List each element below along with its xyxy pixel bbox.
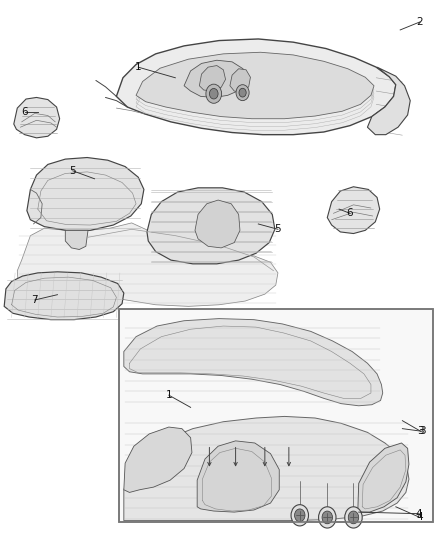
Polygon shape bbox=[27, 158, 144, 230]
Polygon shape bbox=[65, 230, 88, 249]
Circle shape bbox=[322, 511, 332, 524]
Polygon shape bbox=[17, 223, 278, 306]
Text: 3: 3 bbox=[419, 426, 425, 437]
Text: 1: 1 bbox=[166, 390, 172, 400]
Polygon shape bbox=[147, 188, 275, 264]
Polygon shape bbox=[195, 200, 240, 248]
Polygon shape bbox=[14, 98, 60, 138]
Text: 5: 5 bbox=[69, 166, 76, 176]
Circle shape bbox=[348, 511, 359, 524]
Circle shape bbox=[345, 507, 362, 528]
Polygon shape bbox=[358, 443, 409, 512]
Circle shape bbox=[291, 505, 308, 526]
Polygon shape bbox=[117, 39, 396, 135]
Circle shape bbox=[236, 85, 249, 101]
Text: 4: 4 bbox=[417, 512, 423, 522]
Polygon shape bbox=[124, 427, 192, 492]
Polygon shape bbox=[136, 52, 374, 119]
Polygon shape bbox=[199, 66, 226, 91]
Text: 6: 6 bbox=[21, 107, 28, 117]
Text: 7: 7 bbox=[32, 295, 38, 305]
Text: 1: 1 bbox=[135, 62, 141, 72]
Text: 6: 6 bbox=[346, 208, 353, 219]
Polygon shape bbox=[367, 67, 410, 135]
Circle shape bbox=[318, 507, 336, 528]
Polygon shape bbox=[124, 319, 383, 406]
Polygon shape bbox=[4, 272, 124, 320]
Circle shape bbox=[239, 88, 246, 97]
Polygon shape bbox=[184, 60, 246, 98]
FancyBboxPatch shape bbox=[120, 309, 433, 522]
Polygon shape bbox=[327, 187, 380, 233]
Circle shape bbox=[294, 509, 305, 522]
Text: 5: 5 bbox=[275, 224, 281, 235]
Text: 3: 3 bbox=[417, 426, 424, 437]
Polygon shape bbox=[197, 441, 279, 512]
Polygon shape bbox=[230, 69, 251, 92]
Text: 4: 4 bbox=[416, 508, 422, 519]
Text: 2: 2 bbox=[417, 17, 423, 27]
Polygon shape bbox=[124, 416, 409, 521]
Circle shape bbox=[206, 84, 222, 103]
Circle shape bbox=[209, 88, 218, 99]
